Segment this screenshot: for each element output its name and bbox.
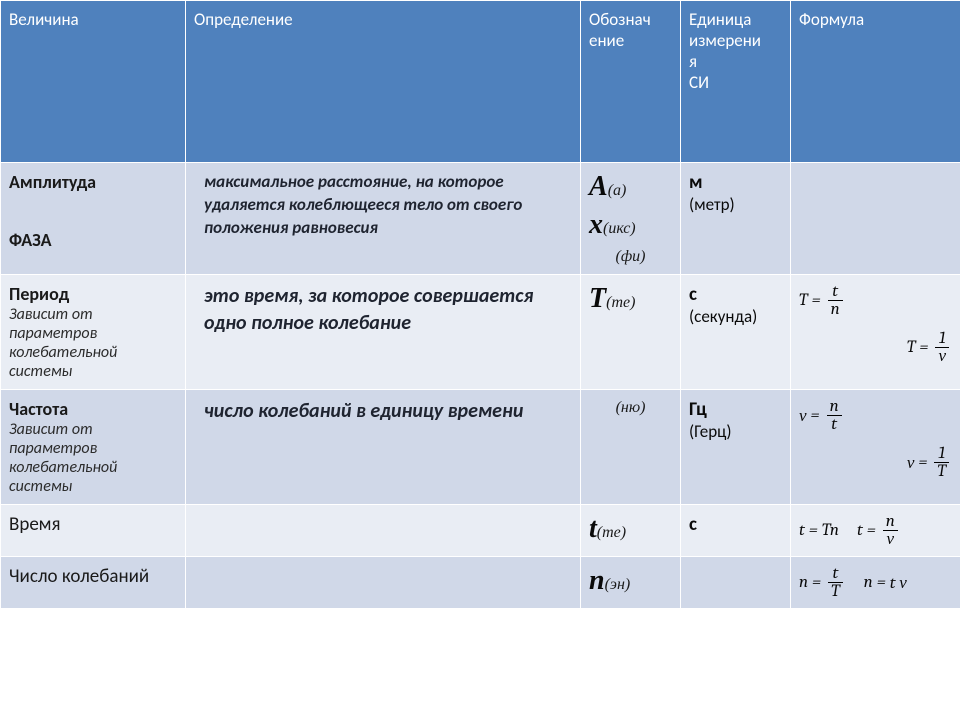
formula: ν= nt xyxy=(799,398,952,433)
symbol-letter: x xyxy=(589,209,603,240)
quantity-extra: ФАЗА xyxy=(9,229,177,251)
col-edinitsa: Единица измерени я СИ xyxy=(681,1,791,163)
unit-symbol: Гц xyxy=(689,398,707,421)
table-row: Амплитуда ФАЗА максимальное расстояние, … xyxy=(1,163,960,275)
quantity-name: Время xyxy=(9,513,177,536)
unit-name: (секунда) xyxy=(689,306,757,327)
unit-name: (Герц) xyxy=(689,421,732,442)
symbol-letter: t xyxy=(589,513,597,544)
quantity-note: Зависит от параметров колебательной сист… xyxy=(9,420,177,496)
formula: n= tT xyxy=(799,565,846,600)
quantity-name: Амплитуда xyxy=(9,171,177,193)
formula: n=t ν xyxy=(864,565,907,600)
col-formula: Формула xyxy=(791,1,960,163)
definition: число колебаний в единицу времени xyxy=(194,398,572,425)
quantity-name: Число колебаний xyxy=(9,565,177,588)
col-opredelenie: Определение xyxy=(186,1,581,163)
unit-symbol: с xyxy=(689,283,697,306)
table-row: Частота Зависит от параметров колебатель… xyxy=(1,390,960,505)
formula: t= nν xyxy=(857,513,901,548)
col-velichina: Величина xyxy=(1,1,186,163)
formula: T= tn xyxy=(799,283,952,318)
unit-symbol: м xyxy=(689,171,703,194)
col-oboznachenie: Обознач ение xyxy=(581,1,681,163)
symbol-letter: A xyxy=(589,171,608,202)
table-row: Период Зависит от параметров колебательн… xyxy=(1,275,960,390)
table-row: Время t(те) с t=Tn t= nν xyxy=(1,505,960,557)
unit-symbol: с xyxy=(689,513,697,536)
definition: максимальное расстояние, на которое удал… xyxy=(194,171,572,240)
formula: ν= 1T xyxy=(799,445,952,480)
symbol-letter: n xyxy=(589,565,605,596)
quantity-name: Период xyxy=(9,283,177,305)
table-header-row: Величина Определение Обознач ение Единиц… xyxy=(1,1,960,163)
formula: T= 1ν xyxy=(799,330,952,365)
table-row: Число колебаний n(эн) n= tT n=t ν xyxy=(1,557,960,609)
definition: это время, за которое совершается одно п… xyxy=(194,283,572,337)
quantity-name: Частота xyxy=(9,398,177,420)
quantity-note: Зависит от параметров колебательной сист… xyxy=(9,305,177,381)
unit-name: (метр) xyxy=(689,194,735,215)
oscillation-quantities-table: Величина Определение Обознач ение Единиц… xyxy=(0,0,960,609)
formula: t=Tn xyxy=(799,513,839,548)
symbol-letter: T xyxy=(589,283,606,314)
